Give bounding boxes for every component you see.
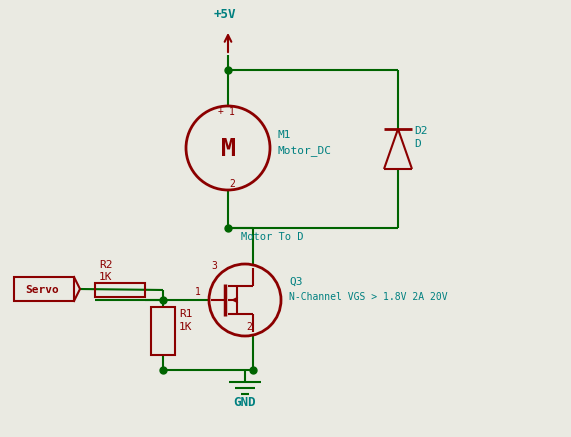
Text: R2: R2 [99,260,112,270]
Text: +: + [218,106,224,116]
Text: GND: GND [234,396,256,409]
Text: Motor To D: Motor To D [241,232,304,242]
Text: 2: 2 [246,322,252,332]
Text: 1: 1 [229,107,235,117]
Text: D: D [414,139,421,149]
Text: M1: M1 [278,130,292,140]
Text: 1: 1 [195,287,201,297]
Text: Motor_DC: Motor_DC [278,145,332,156]
Bar [95,283,145,297]
Text: 2: 2 [229,179,235,189]
Text: D2: D2 [414,126,428,136]
Text: M: M [220,137,235,161]
Bar [151,307,175,355]
Text: +5V: +5V [214,8,236,21]
Text: 1K: 1K [179,322,192,332]
Text: Servo: Servo [25,285,59,295]
Text: R1: R1 [179,309,192,319]
Text: 3: 3 [211,261,217,271]
Text: N-Channel VGS > 1.8V 2A 20V: N-Channel VGS > 1.8V 2A 20V [289,292,448,302]
Text: 1K: 1K [99,272,112,282]
Text: Q3: Q3 [289,277,303,287]
